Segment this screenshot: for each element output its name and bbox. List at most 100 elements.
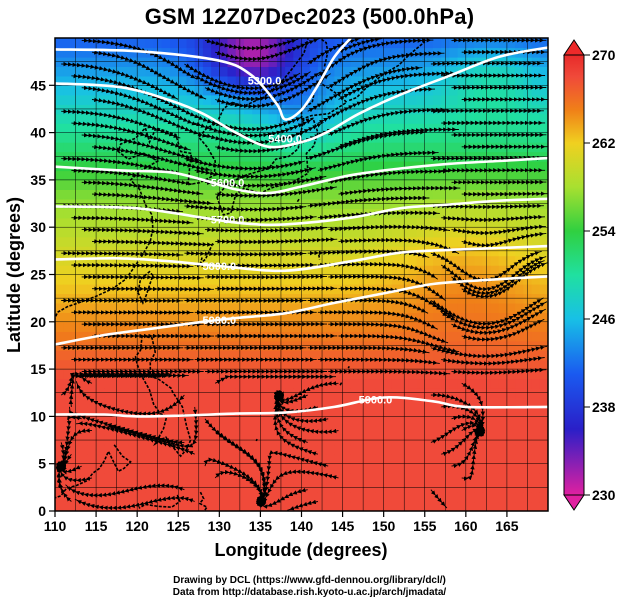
- temperature-cell: [112, 151, 122, 162]
- temperature-cell: [96, 388, 105, 399]
- temperature-cell: [260, 255, 270, 266]
- temperature-cell: [285, 227, 294, 238]
- temperature-cell: [63, 321, 72, 332]
- temperature-cell: [367, 397, 376, 408]
- temperature-cell: [408, 369, 418, 380]
- temperature-cell: [79, 113, 89, 124]
- temperature-cell: [391, 142, 401, 153]
- temperature-cell: [244, 302, 253, 313]
- temperature-cell: [391, 397, 401, 408]
- temperature-cell: [531, 378, 541, 389]
- temperature-cell: [219, 198, 229, 209]
- temperature-cell: [211, 302, 220, 313]
- temperature-cell: [285, 217, 294, 228]
- temperature-cell: [391, 501, 401, 511]
- temperature-cell: [79, 274, 89, 285]
- temperature-cell: [202, 425, 212, 436]
- temperature-cell: [400, 208, 409, 219]
- temperature-cell: [465, 104, 475, 115]
- temperature-cell: [515, 104, 524, 115]
- temperature-cell: [120, 265, 130, 276]
- temperature-cell: [194, 425, 204, 436]
- temperature-cell: [227, 227, 237, 238]
- temperature-cell: [391, 38, 401, 49]
- temperature-cell: [350, 388, 360, 399]
- temperature-cell: [367, 492, 376, 503]
- temperature-cell: [383, 236, 393, 247]
- temperature-cell: [416, 492, 426, 503]
- temperature-cell: [211, 406, 220, 417]
- temperature-cell: [120, 359, 130, 370]
- temperature-cell: [268, 208, 278, 219]
- temperature-cell: [506, 397, 516, 408]
- temperature-cell: [424, 38, 434, 49]
- temperature-cell: [211, 208, 220, 219]
- temperature-cell: [408, 123, 418, 134]
- temperature-cell: [55, 284, 64, 295]
- temperature-cell: [186, 388, 196, 399]
- temperature-cell: [506, 463, 516, 474]
- temperature-cell: [350, 359, 360, 370]
- temperature-cell: [498, 406, 508, 417]
- temperature-cell: [490, 359, 500, 370]
- temperature-cell: [457, 227, 467, 238]
- temperature-cell: [194, 501, 204, 511]
- temperature-cell: [112, 265, 122, 276]
- temperature-cell: [457, 104, 467, 115]
- temperature-cell: [120, 208, 130, 219]
- temperature-cell: [260, 378, 270, 389]
- temperature-cell: [71, 454, 81, 465]
- temperature-cell: [359, 378, 368, 389]
- temperature-cell: [375, 255, 385, 266]
- temperature-cell: [260, 359, 270, 370]
- temperature-cell: [326, 227, 335, 238]
- temperature-cell: [244, 454, 253, 465]
- temperature-cell: [128, 208, 138, 219]
- temperature-cell: [71, 274, 81, 285]
- temperature-cell: [79, 397, 89, 408]
- temperature-cell: [441, 179, 450, 190]
- temperature-cell: [375, 444, 385, 455]
- temperature-cell: [498, 444, 508, 455]
- temperature-cell: [170, 38, 179, 49]
- temperature-cell: [137, 492, 146, 503]
- temperature-cell: [235, 321, 245, 332]
- temperature-cell: [359, 321, 368, 332]
- temperature-cell: [449, 340, 459, 351]
- temperature-cell: [400, 142, 409, 153]
- temperature-cell: [112, 179, 122, 190]
- temperature-cell: [474, 482, 483, 493]
- temperature-cell: [408, 454, 418, 465]
- temperature-cell: [235, 482, 245, 493]
- temperature-cell: [531, 66, 541, 77]
- temperature-cell: [416, 473, 426, 484]
- temperature-cell: [128, 350, 138, 361]
- temperature-cell: [482, 397, 492, 408]
- streamline: [214, 374, 336, 385]
- temperature-cell: [383, 350, 393, 361]
- temperature-cell: [490, 161, 500, 172]
- temperature-cell: [441, 123, 450, 134]
- temperature-cell: [293, 94, 303, 105]
- coastlines: [55, 38, 426, 511]
- temperature-cell: [433, 406, 442, 417]
- temperature-cell: [326, 104, 335, 115]
- temperature-cell: [408, 435, 418, 446]
- streamline: [461, 382, 486, 437]
- temperature-cell: [79, 179, 89, 190]
- temperature-cell: [301, 198, 311, 209]
- temperature-cell: [71, 104, 81, 115]
- temperature-cell: [433, 170, 442, 181]
- temperature-cell: [235, 293, 245, 304]
- temperature-cell: [276, 340, 286, 351]
- height-contour: [55, 197, 548, 227]
- temperature-cell: [515, 142, 524, 153]
- temperature-cell: [202, 265, 212, 276]
- temperature-cell: [474, 454, 483, 465]
- coastline: [137, 270, 154, 305]
- temperature-cell: [202, 217, 212, 228]
- temperature-cell: [71, 151, 81, 162]
- y-tick-label: 15: [30, 361, 46, 377]
- temperature-cell: [178, 378, 188, 389]
- temperature-cell: [482, 85, 492, 96]
